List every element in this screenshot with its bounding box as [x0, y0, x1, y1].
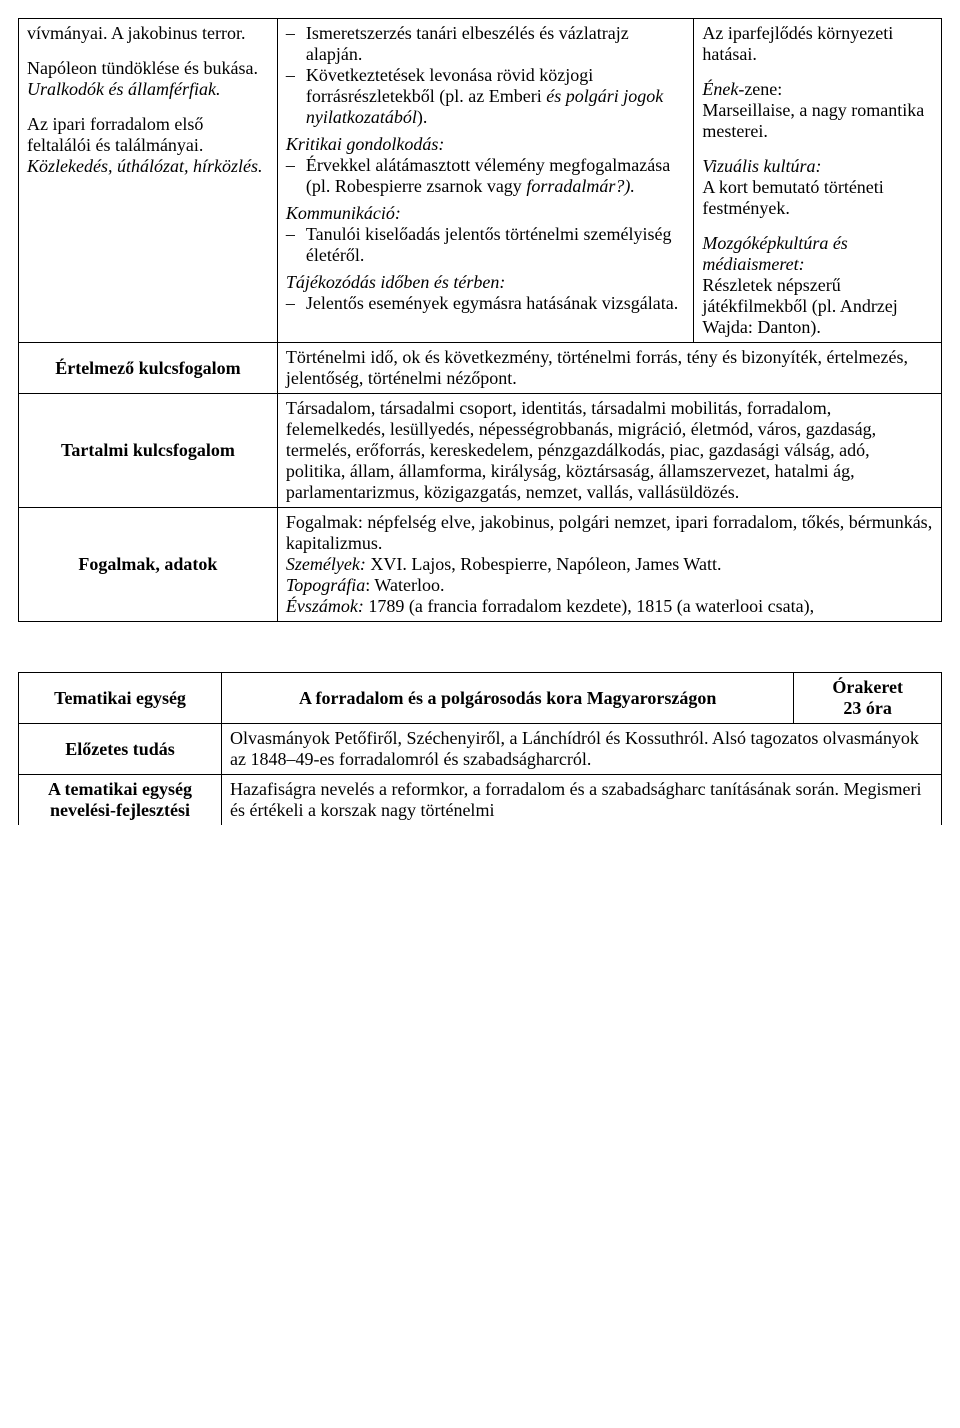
t: Évszámok: [286, 596, 364, 616]
item-text: Következtetések levonása rövid közjogi f… [306, 65, 685, 128]
curriculum-table-2: Tematikai egység A forradalom és a polgá… [18, 672, 942, 825]
item-text: Ismeretszerzés tanári elbeszélés és vázl… [306, 23, 685, 65]
concept-line: Fogalmak: népfelség elve, jakobinus, pol… [286, 512, 933, 554]
definition-row: Értelmező kulcsfogalom Történelmi idő, o… [19, 343, 942, 394]
item-text: Jelentős események egymásra hatásának vi… [306, 293, 685, 314]
row-content: Hazafiságra nevelés a reformkor, a forra… [222, 775, 942, 826]
concept-line: Évszámok: 1789 (a francia forradalom kez… [286, 596, 933, 617]
connection-heading: Mozgóképkultúra és médiaismeret: [702, 233, 933, 275]
section-heading: Kommunikáció: [286, 203, 685, 224]
col2-activities: – Ismeretszerzés tanári elbeszélés és vá… [277, 19, 693, 343]
dash-item: – Következtetések levonása rövid közjogi… [286, 65, 685, 128]
row-label: Értelmező kulcsfogalom [19, 343, 278, 394]
thematic-unit-title: A forradalom és a polgárosodás kora Magy… [222, 673, 794, 724]
dash-item: – Tanulói kiselőadás jelentős történelmi… [286, 224, 685, 266]
topic-line: Napóleon tündöklése és bukása. [27, 58, 269, 79]
connection-text: Részletek népszerű játékfilmekből (pl. A… [702, 275, 933, 338]
topic-line: vívmányai. A jakobinus terror. [27, 23, 269, 44]
curriculum-table-1: vívmányai. A jakobinus terror. Napóleon … [18, 18, 942, 622]
row-label: Tartalmi kulcsfogalom [19, 394, 278, 508]
t: Topográfia [286, 575, 365, 595]
row-prior-knowledge: Előzetes tudás Olvasmányok Petőfiről, Sz… [19, 724, 942, 775]
connection-text: A kort bemutató történeti festmények. [702, 177, 933, 219]
dash-item: – Ismeretszerzés tanári elbeszélés és vá… [286, 23, 685, 65]
row-content: Történelmi idő, ok és következmény, tört… [277, 343, 941, 394]
connection-text: Az iparfejlődés környezeti hatásai. [702, 23, 933, 65]
hours-label: Órakeret [802, 677, 933, 698]
connection-heading: Vizuális kultúra: [702, 156, 933, 177]
row-content: Fogalmak: népfelség elve, jakobinus, pol… [277, 508, 941, 622]
row-goals: A tematikai egység nevelési-fejlesztési … [19, 775, 942, 826]
t: -zene: [738, 79, 782, 99]
definition-row: Tartalmi kulcsfogalom Társadalom, társad… [19, 394, 942, 508]
topic-line: Közlekedés, úthálózat, hírközlés. [27, 156, 269, 177]
item-text: Érvekkel alátámasztott vélemény megfogal… [306, 155, 685, 197]
item-text: Tanulói kiselőadás jelentős történelmi s… [306, 224, 685, 266]
concept-line: Személyek: XVI. Lajos, Robespierre, Napó… [286, 554, 933, 575]
hours-cell: Órakeret 23 óra [794, 673, 942, 724]
connection-text: Marseillaise, a nagy romantika mesterei. [702, 100, 933, 142]
t: ). [417, 107, 428, 127]
t: : Waterloo. [365, 575, 444, 595]
topic-line: Uralkodók és államférfiak. [27, 79, 269, 100]
dash-icon: – [286, 155, 306, 176]
row-label: Előzetes tudás [19, 724, 222, 775]
t: 1789 (a francia forradalom kezdete), 181… [364, 596, 814, 616]
t: forradalmár?). [526, 176, 635, 196]
dash-item: – Jelentős események egymásra hatásának … [286, 293, 685, 314]
t: Személyek: [286, 554, 366, 574]
col1-topics: vívmányai. A jakobinus terror. Napóleon … [19, 19, 278, 343]
dash-icon: – [286, 65, 306, 86]
section-heading: Tájékozódás időben és térben: [286, 272, 685, 293]
row-label: A tematikai egység nevelési-fejlesztési [19, 775, 222, 826]
hours-value: 23 óra [802, 698, 933, 719]
col3-connections: Az iparfejlődés környezeti hatásai. Ének… [694, 19, 942, 343]
t: Ének [702, 79, 738, 99]
definition-row: Fogalmak, adatok Fogalmak: népfelség elv… [19, 508, 942, 622]
connection-heading: Ének-zene: [702, 79, 933, 100]
row-label: Fogalmak, adatok [19, 508, 278, 622]
t: XVI. Lajos, Robespierre, Napóleon, James… [366, 554, 722, 574]
content-row: vívmányai. A jakobinus terror. Napóleon … [19, 19, 942, 343]
concept-line: Topográfia: Waterloo. [286, 575, 933, 596]
thematic-unit-label: Tematikai egység [19, 673, 222, 724]
topic-line: Az ipari forradalom első feltalálói és t… [27, 114, 269, 156]
row-content: Társadalom, társadalmi csoport, identitá… [277, 394, 941, 508]
dash-icon: – [286, 293, 306, 314]
dash-icon: – [286, 224, 306, 245]
row-content: Olvasmányok Petőfiről, Széchenyiről, a L… [222, 724, 942, 775]
dash-item: – Érvekkel alátámasztott vélemény megfog… [286, 155, 685, 197]
dash-icon: – [286, 23, 306, 44]
section-heading: Kritikai gondolkodás: [286, 134, 685, 155]
header-row: Tematikai egység A forradalom és a polgá… [19, 673, 942, 724]
